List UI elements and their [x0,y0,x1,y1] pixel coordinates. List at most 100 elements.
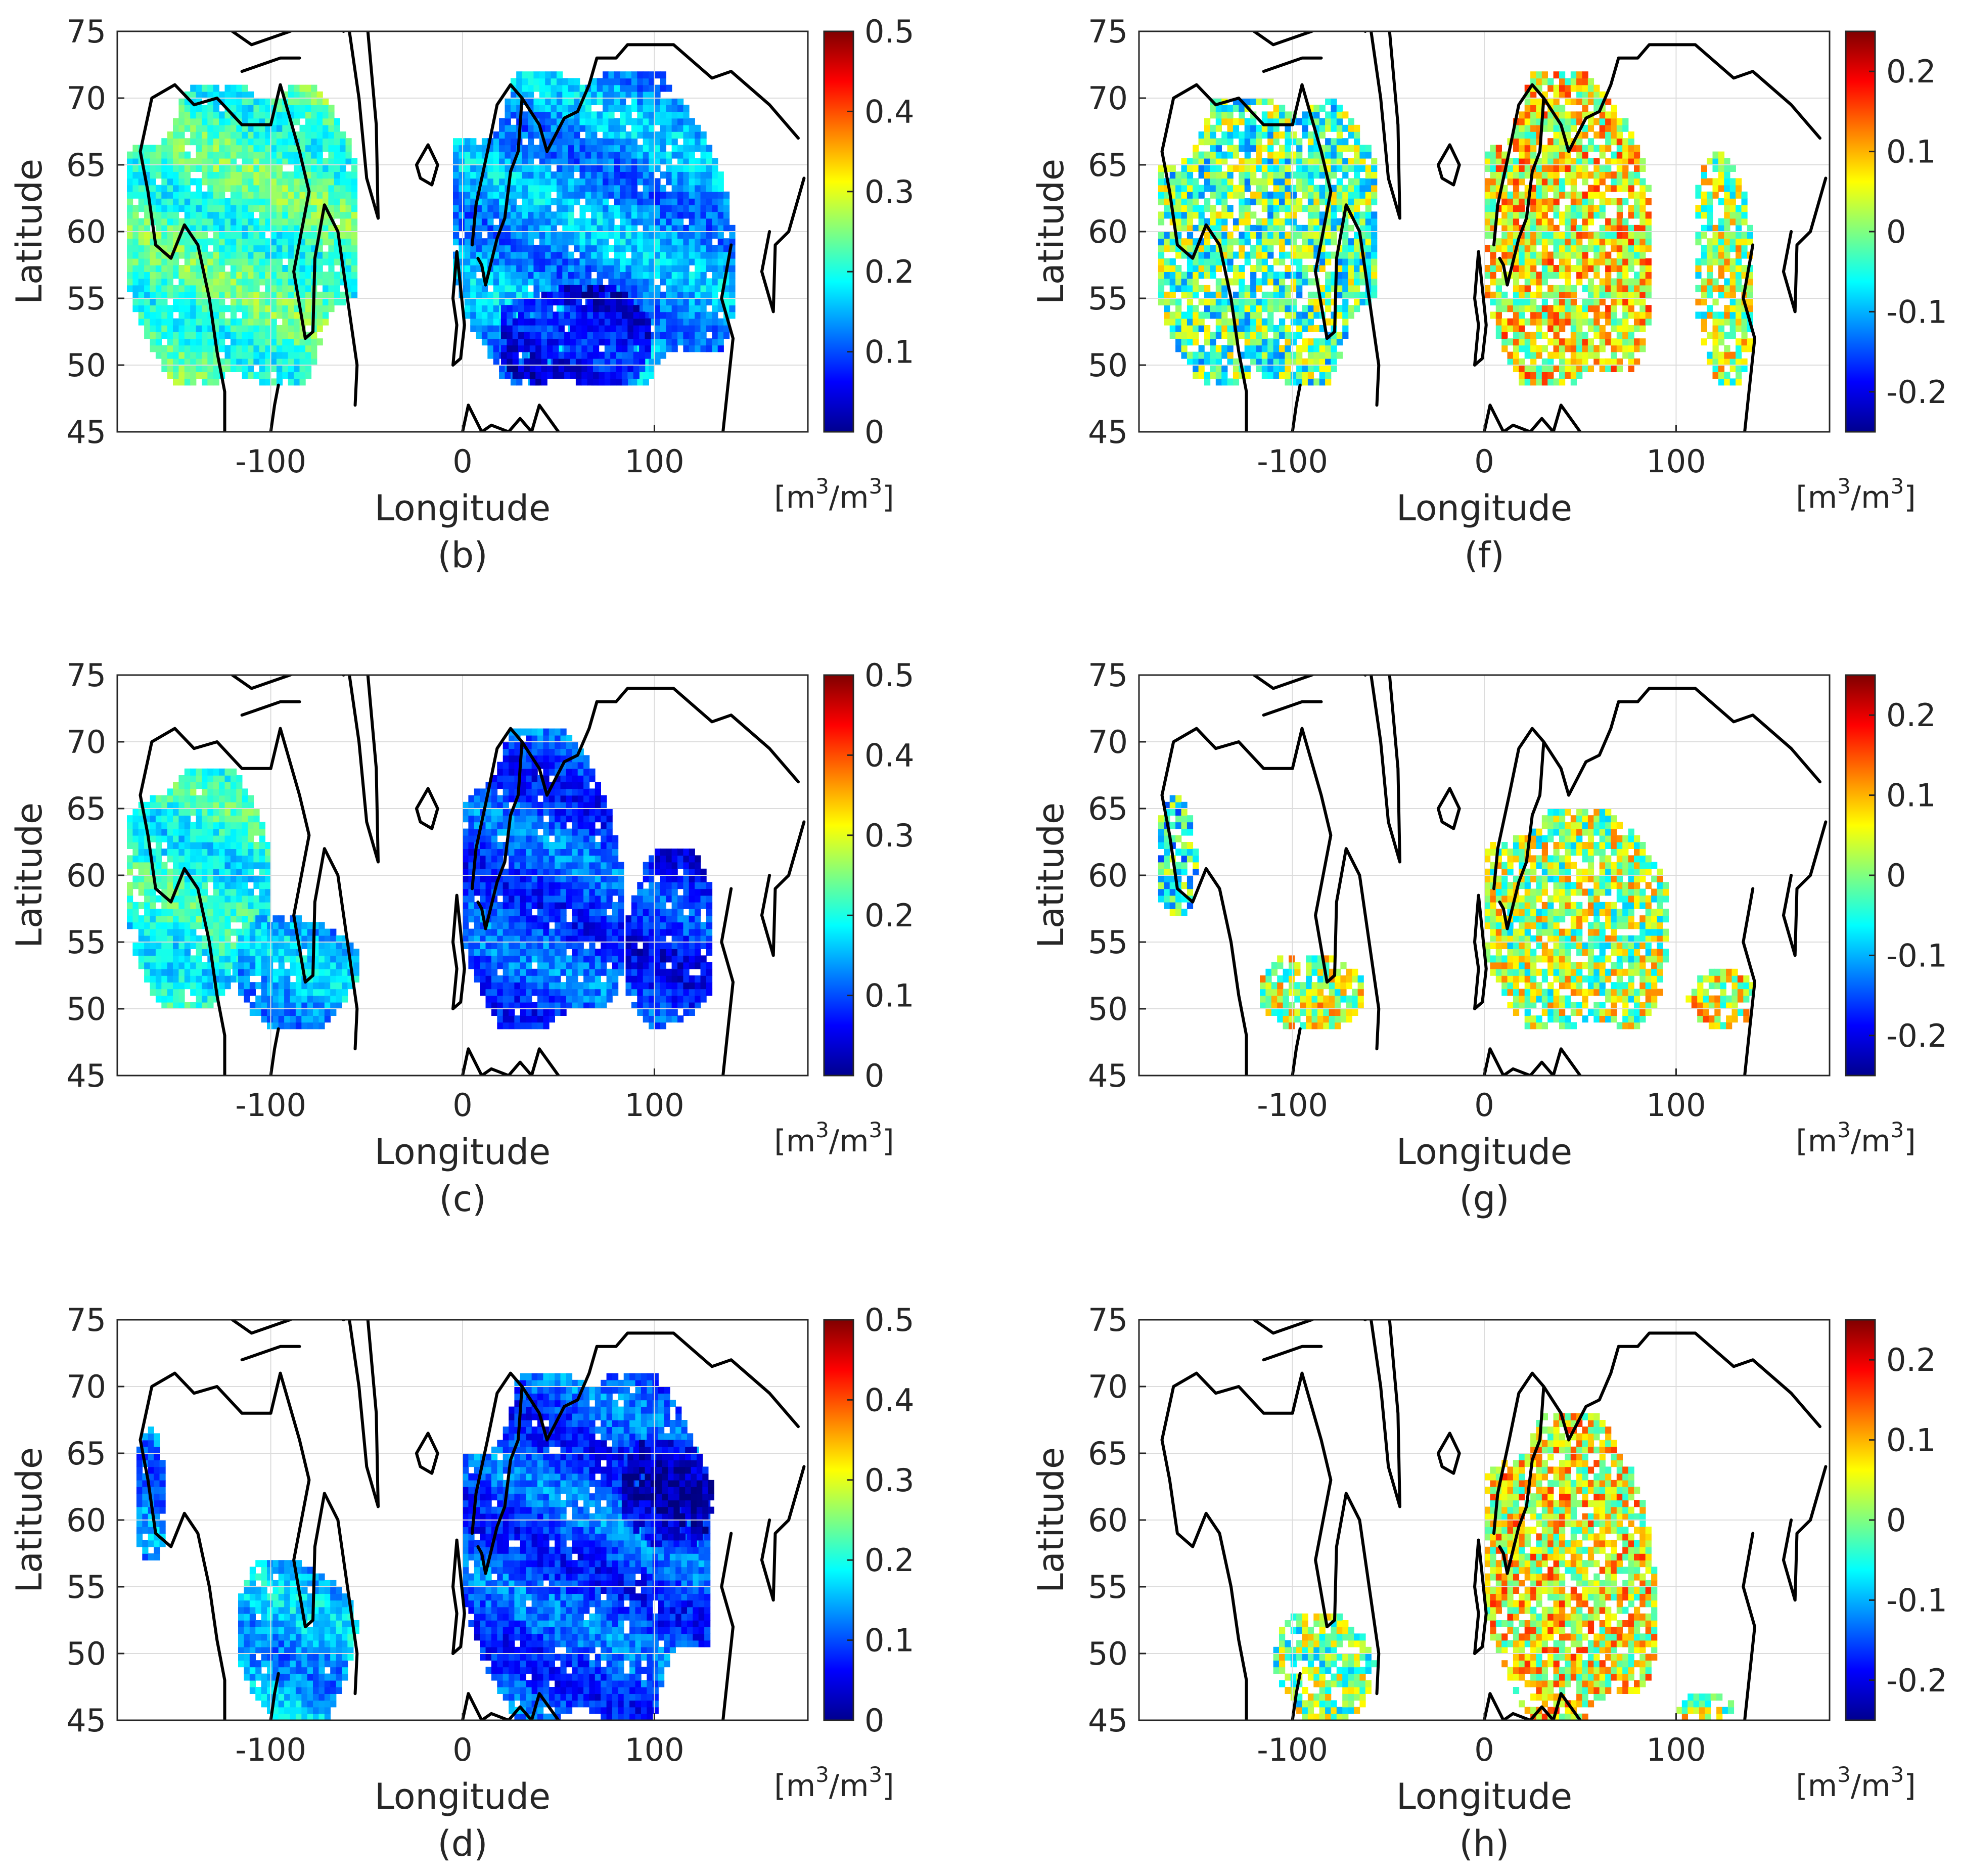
data-cell [224,124,231,132]
data-cell [528,118,534,125]
data-cell [505,151,511,159]
data-cell [1354,131,1360,139]
data-cell [643,218,649,226]
data-cell [178,111,185,119]
data-cell [144,145,151,152]
data-cell [345,191,352,199]
data-cell [637,265,644,272]
data-cell [574,185,580,192]
data-cell [1302,265,1308,272]
data-cell [184,251,191,259]
data-cell [196,338,202,346]
data-cell [671,245,678,252]
data-cell [499,365,506,372]
data-cell [1204,251,1211,259]
data-cell [1187,245,1194,252]
data-cell [1285,211,1291,219]
data-cell [453,225,460,232]
data-cell [1507,198,1514,205]
data-cell [1227,332,1234,339]
data-cell [253,238,260,246]
data-cell [1169,238,1176,246]
data-cell [524,372,530,379]
data-cell [345,245,352,252]
data-cell [259,111,265,119]
data-cell [1273,285,1280,292]
data-cell [631,171,638,179]
data-cell [167,325,173,332]
data-cell [1319,358,1326,366]
data-cell [150,318,156,326]
data-cell [253,298,260,305]
data-cell [712,232,718,239]
data-cell [535,358,542,366]
data-cell [625,185,632,192]
data-cell [700,171,707,179]
data-cell [1193,358,1199,366]
data-cell [1296,351,1303,359]
data-cell [671,311,678,319]
data-cell [202,218,208,226]
data-cell [608,211,615,219]
data-cell [591,171,598,179]
data-cell [625,131,632,139]
data-cell [316,105,323,112]
data-cell [706,318,713,326]
data-cell [1336,291,1343,299]
data-cell [1365,245,1372,252]
data-cell [276,124,283,132]
data-cell [568,251,574,259]
data-cell [236,325,243,332]
data-cell [1233,165,1240,172]
data-cell [202,151,208,159]
data-cell [248,372,254,379]
data-cell [539,238,545,246]
data-cell [671,285,678,292]
data-cell [224,225,231,232]
data-cell [512,358,519,366]
data-cell [196,198,202,205]
data-cell [568,91,574,99]
data-cell [1221,198,1228,205]
data-cell [1285,191,1291,199]
data-cell [677,338,684,346]
data-cell [242,332,248,339]
data-cell [242,211,248,219]
data-cell [219,232,225,239]
data-cell [253,265,260,272]
data-cell [608,218,615,226]
data-cell [1307,338,1314,346]
data-cell [167,291,173,299]
data-cell [1290,351,1297,359]
data-cell [575,372,582,379]
data-cell [524,358,530,366]
data-cell [305,305,312,312]
data-cell [493,291,499,299]
data-cell [1244,311,1251,319]
data-cell [253,105,260,112]
data-cell [242,305,248,312]
data-cell [614,185,620,192]
data-cell [323,278,329,286]
data-cell [311,351,317,359]
data-cell [1359,291,1366,299]
data-cell [1285,198,1291,205]
data-cell [236,111,243,119]
data-cell [196,372,202,379]
data-cell [1267,205,1274,212]
data-cell [167,345,173,352]
data-cell [1285,232,1291,239]
data-cell [1250,318,1257,326]
data-cell [1342,232,1349,239]
data-cell [464,258,471,265]
data-cell [328,232,335,239]
data-cell [132,291,139,299]
data-cell [1296,358,1303,366]
data-cell [345,145,352,152]
data-cell [173,265,179,272]
data-cell [723,198,730,205]
data-cell [541,372,548,379]
data-cell [1204,185,1211,192]
data-cell [224,165,231,172]
data-cell [620,218,626,226]
